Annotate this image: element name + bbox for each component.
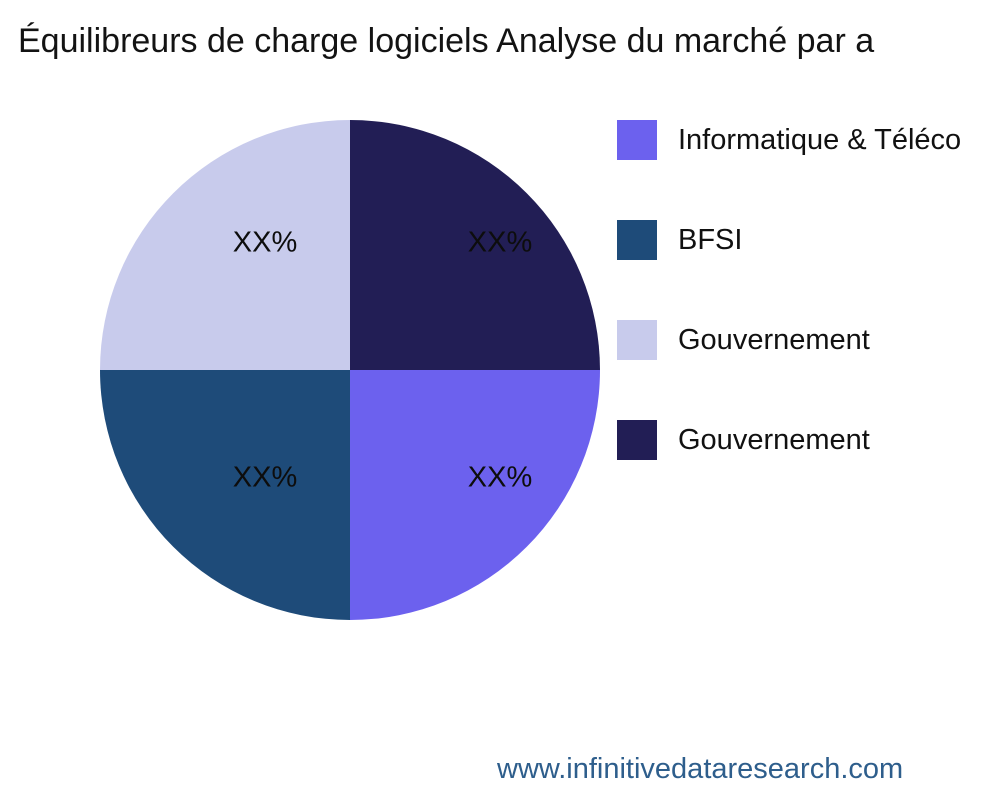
legend-item: Informatique & Téléco <box>617 120 961 160</box>
legend-color-swatch <box>617 120 657 160</box>
legend-label: Gouvernement <box>678 323 870 356</box>
legend-label: Gouvernement <box>678 423 870 456</box>
legend-color-swatch <box>617 320 657 360</box>
footer-website-link[interactable]: www.infinitivedataresearch.com <box>497 753 904 785</box>
legend-color-swatch <box>617 220 657 260</box>
pie-chart: XX% XX% XX% XX% <box>100 120 600 620</box>
pie-slice-value-label: XX% <box>467 226 533 258</box>
chart-title: Équilibreurs de charge logiciels Analyse… <box>18 22 875 60</box>
legend-item: Gouvernement <box>617 320 870 360</box>
pie-slice-value-label: XX% <box>467 461 533 493</box>
pie-slice-value-label: XX% <box>232 461 298 493</box>
legend-label: Informatique & Téléco <box>678 123 962 156</box>
legend-label: BFSI <box>678 223 743 256</box>
legend-item: Gouvernement <box>617 420 870 460</box>
pie-slice-value-label: XX% <box>232 226 298 258</box>
legend-item: BFSI <box>617 220 742 260</box>
legend-color-swatch <box>617 420 657 460</box>
